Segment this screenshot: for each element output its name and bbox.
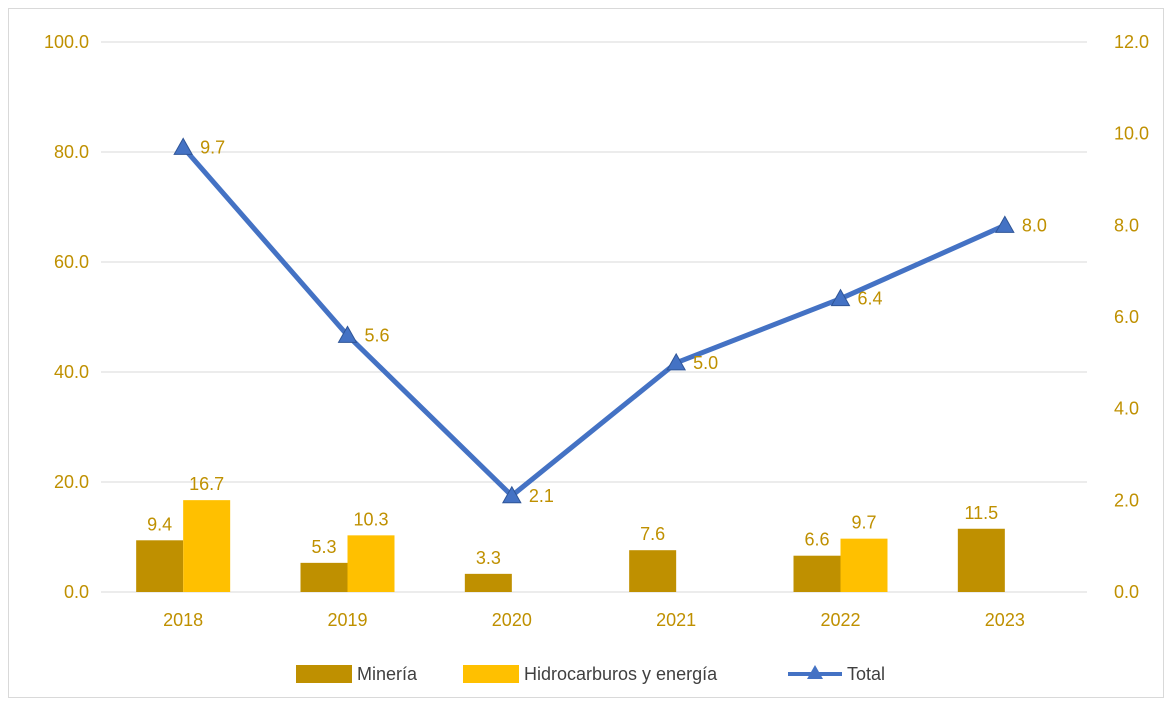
- data-label-total: 9.7: [200, 137, 225, 157]
- bar-hidrocarburos: [840, 538, 888, 592]
- total-marker: [173, 137, 194, 155]
- chart-frame: 0.0 20.0 40.0 60.0 80.0 100.0 0.0 2.0 4.0 6.0 8.0…: [8, 8, 1164, 698]
- bars: [136, 500, 1005, 592]
- data-label-hidrocarburos: 16.7: [189, 474, 224, 494]
- bar-mineria: [957, 528, 1005, 592]
- bar-hidrocarburos: [347, 535, 395, 592]
- right-tick-label: 4.0: [1114, 399, 1139, 419]
- legend: Minería Hidrocarburos y energía Total: [296, 664, 885, 684]
- gridlines: [101, 41, 1087, 593]
- left-tick-label: 40.0: [54, 362, 89, 382]
- total-marker: [830, 288, 851, 307]
- data-label-total: 5.0: [693, 353, 718, 373]
- data-label-mineria: 5.3: [311, 537, 336, 557]
- total-line: [173, 137, 1015, 504]
- left-tick-label: 100.0: [44, 32, 89, 52]
- total-marker: [337, 325, 358, 343]
- legend-label-hidrocarburos: Hidrocarburos y energía: [524, 664, 718, 684]
- bar-mineria: [300, 562, 348, 592]
- x-axis-ticks: 2018 2019 2020 2021 2022 2023: [163, 610, 1025, 630]
- legend-swatch-mineria: [296, 665, 352, 683]
- bar-mineria: [793, 555, 841, 592]
- right-tick-label: 8.0: [1114, 215, 1139, 235]
- right-tick-label: 10.0: [1114, 124, 1149, 144]
- total-line-path: [181, 145, 1006, 499]
- left-tick-label: 80.0: [54, 142, 89, 162]
- x-tick-label: 2019: [327, 610, 367, 630]
- data-label-hidrocarburos: 9.7: [851, 513, 876, 533]
- x-tick-label: 2018: [163, 610, 203, 630]
- data-label-hidrocarburos: 10.3: [353, 509, 388, 529]
- total-marker: [666, 352, 687, 371]
- left-tick-label: 0.0: [64, 582, 89, 602]
- data-label-total: 2.1: [529, 486, 554, 506]
- data-label-total: 6.4: [858, 289, 883, 309]
- bar-mineria: [136, 540, 184, 592]
- x-tick-label: 2023: [985, 610, 1025, 630]
- left-tick-label: 20.0: [54, 472, 89, 492]
- x-tick-label: 2021: [656, 610, 696, 630]
- legend-swatch-hidrocarburos: [463, 665, 519, 683]
- right-tick-label: 2.0: [1114, 490, 1139, 510]
- total-marker: [994, 215, 1015, 233]
- left-axis-ticks: 0.0 20.0 40.0 60.0 80.0 100.0: [44, 32, 89, 602]
- legend-label-mineria: Minería: [357, 664, 418, 684]
- total-marker: [501, 485, 522, 504]
- legend-marker-total: [807, 665, 823, 679]
- bar-mineria: [629, 550, 677, 592]
- chart-svg: 0.0 20.0 40.0 60.0 80.0 100.0 0.0 2.0 4.0 6.0 8.0…: [44, 32, 1149, 684]
- data-label-mineria: 9.4: [147, 514, 172, 534]
- legend-label-total: Total: [847, 664, 885, 684]
- right-axis-ticks: 0.0 2.0 4.0 6.0 8.0 10.0 12.0: [1114, 32, 1149, 602]
- x-tick-label: 2022: [820, 610, 860, 630]
- data-label-total: 8.0: [1022, 215, 1047, 235]
- right-tick-label: 6.0: [1114, 307, 1139, 327]
- right-tick-label: 12.0: [1114, 32, 1149, 52]
- left-tick-label: 60.0: [54, 252, 89, 272]
- bar-hidrocarburos: [183, 500, 231, 592]
- data-label-mineria: 6.6: [804, 530, 829, 550]
- total-labels: 9.7 5.6 2.1 5.0 6.4 8.0: [200, 137, 1047, 505]
- x-tick-label: 2020: [492, 610, 532, 630]
- data-label-total: 5.6: [365, 325, 390, 345]
- bar-mineria: [464, 573, 512, 592]
- data-label-mineria: 7.6: [640, 524, 665, 544]
- data-label-mineria: 11.5: [964, 503, 998, 523]
- data-label-mineria: 3.3: [476, 548, 501, 568]
- right-tick-label: 0.0: [1114, 582, 1139, 602]
- bar-labels: 9.4 16.7 5.3 10.3 3.3 7.6 6.6 9.7 11.5: [147, 474, 998, 568]
